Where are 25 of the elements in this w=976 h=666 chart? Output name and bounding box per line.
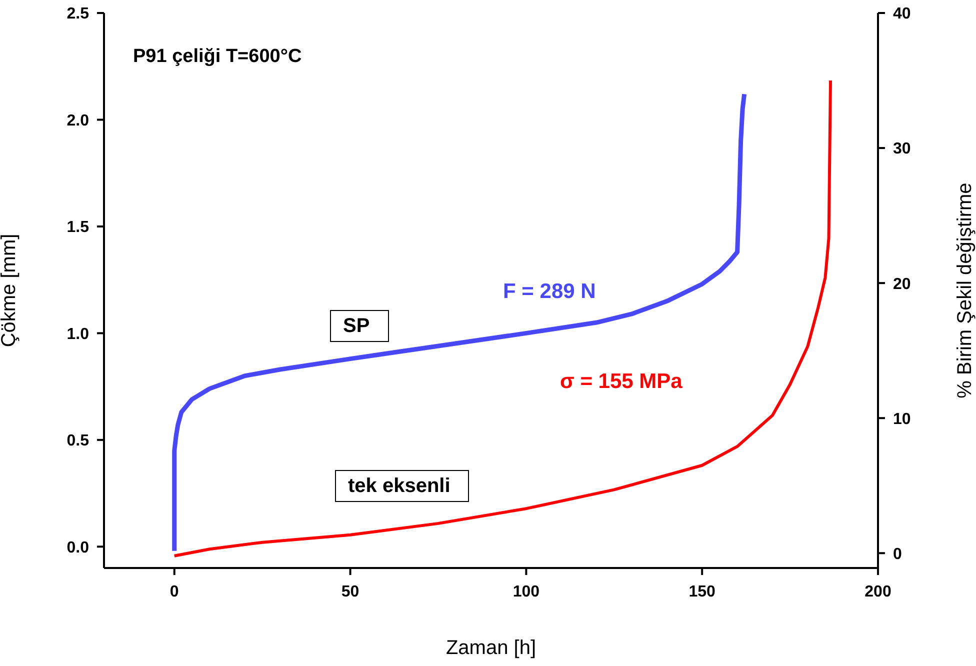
x-tick-label: 200 [864, 583, 892, 600]
x-tick-label: 100 [512, 583, 540, 600]
y-tick-label: 2.0 [66, 112, 90, 130]
y-tick-label: 0.5 [66, 432, 90, 450]
x-axis-title: Zaman [h] [446, 637, 536, 659]
x-tick-label: 0 [170, 583, 179, 600]
y2-tick-label: 10 [893, 410, 911, 428]
y2-tick-label: 30 [893, 140, 911, 158]
text: P91 çeliği T=600°C [133, 46, 302, 68]
y-axis-title: Çökme [mm] [0, 234, 20, 348]
text: σ = 155 MPa [560, 370, 682, 394]
annotation: SP [330, 310, 389, 342]
y-tick-label: 2.5 [66, 6, 90, 23]
annotation: tek eksenli [335, 470, 470, 502]
series-label: F = 289 N [503, 280, 596, 304]
y-tick-label: 1.0 [66, 326, 90, 343]
line-series [172, 79, 832, 558]
y2-tick-label: 0 [893, 546, 902, 563]
y-tick-label: 0.0 [66, 539, 90, 556]
y2-axis-title: % Birim Şekil değiştirme [954, 182, 976, 398]
y2-tick-label: 20 [893, 276, 911, 293]
y2-tick-label: 40 [893, 6, 911, 23]
x-tick-label: 150 [688, 583, 716, 600]
x-tick-label: 50 [341, 583, 360, 600]
y-tick-label: 1.5 [66, 219, 90, 236]
